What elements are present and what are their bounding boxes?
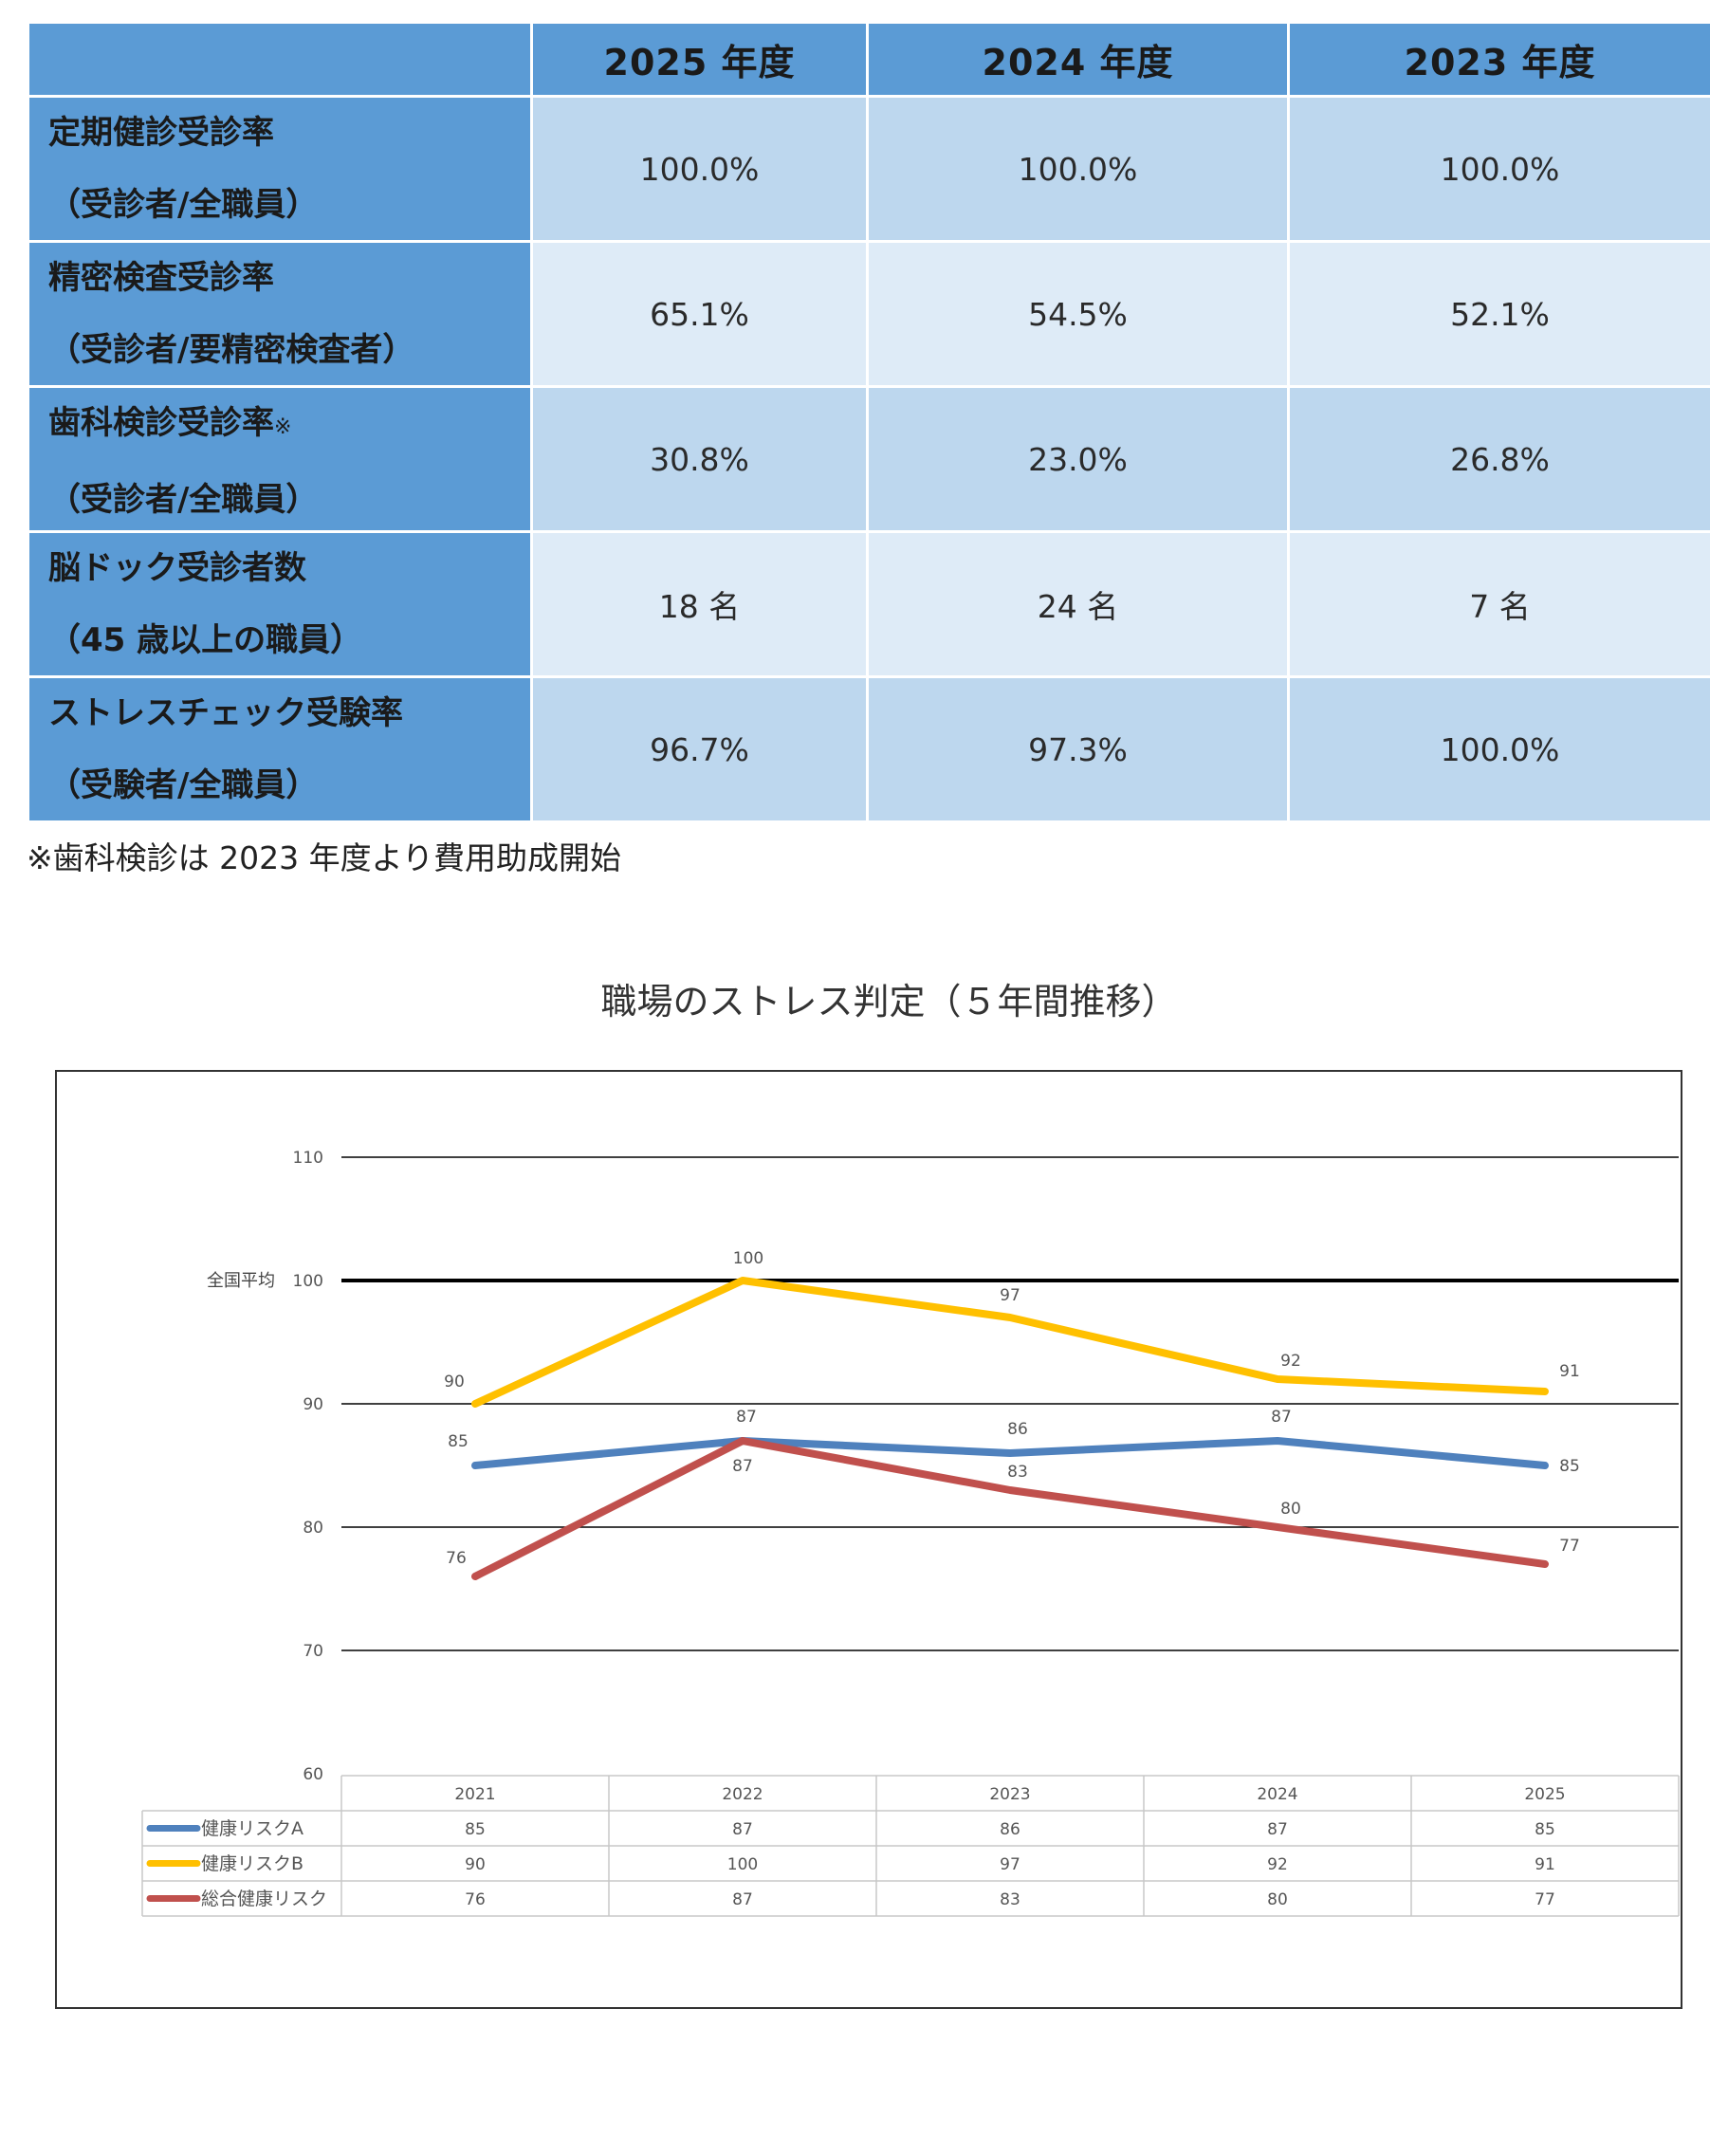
data-label: 87 [732,1457,753,1476]
y-tick-label: 110 [293,1149,323,1168]
series-line [471,1437,1549,1469]
table-value: 87 [732,1890,753,1909]
table-value: 100 [727,1855,758,1874]
footnote: ※歯科検診は 2023 年度より費用助成開始 [27,839,621,876]
row-label-main: ストレスチェック受験率 [48,694,403,732]
table-cell: 52.1% [1287,240,1713,388]
table-value: 86 [1000,1820,1020,1839]
row-label: 定期健診受診率 （受診者/全職員） [27,95,533,243]
table-row: 定期健診受診率 （受診者/全職員） 100.0% 100.0% 100.0% [27,95,1713,243]
table-cell: 100.0% [530,95,869,243]
row-label-sub: （45 歳以上の職員） [48,621,363,659]
row-label: ストレスチェック受験率 （受験者/全職員） [27,675,533,823]
table-cell: 18 名 [530,530,869,678]
y-tick-label: 80 [303,1519,323,1538]
data-label: 92 [1280,1352,1301,1371]
table-cell: 30.8% [530,385,869,533]
x-category-label: 2023 [989,1785,1030,1804]
table-value: 87 [732,1820,753,1839]
y-tick-label: 70 [303,1642,323,1661]
table-value: 92 [1267,1855,1288,1874]
data-label: 77 [1559,1537,1580,1556]
x-category-label: 2025 [1524,1785,1565,1804]
data-label: 86 [1007,1420,1028,1439]
table-value: 87 [1267,1820,1288,1839]
header-year-2024: 2024 年度 [866,21,1290,98]
table-row: 歯科検診受診率※ （受診者/全職員） 30.8% 23.0% 26.8% [27,385,1713,533]
row-label-main: 定期健診受診率 [48,114,274,152]
data-label: 80 [1280,1500,1301,1519]
header-year-2025: 2025 年度 [530,21,869,98]
table-value: 90 [465,1855,486,1874]
table-cell: 96.7% [530,675,869,823]
row-label-sub: （受診者/要精密検査者） [48,331,415,369]
table-value: 97 [1000,1855,1020,1874]
table-row: ストレスチェック受験率 （受験者/全職員） 96.7% 97.3% 100.0% [27,675,1713,823]
legend-entry: 健康リスクA [201,1818,303,1839]
table-cell: 100.0% [866,95,1290,243]
table-value: 83 [1000,1890,1020,1909]
y-tick-label: 100 [293,1272,323,1291]
table-value: 77 [1535,1890,1555,1909]
data-label: 87 [736,1408,757,1427]
y-tick-label: 60 [303,1765,323,1784]
data-label: 85 [448,1432,469,1451]
data-label: 97 [1000,1286,1020,1305]
table-cell: 100.0% [1287,675,1713,823]
row-label-main: 歯科検診受診率 [48,404,274,442]
footnote-mark: ※ [274,415,292,439]
health-checkup-table: 2025 年度 2024 年度 2023 年度 定期健診受診率 （受診者/全職員… [27,21,1713,823]
chart-title: 職場のストレス判定（５年間推移） [600,981,1178,1023]
data-label: 87 [1271,1408,1292,1427]
table-cell: 100.0% [1287,95,1713,243]
table-row: 精密検査受診率 （受診者/要精密検査者） 65.1% 54.5% 52.1% [27,240,1713,388]
table-value: 91 [1535,1855,1555,1874]
y-tick-label: 90 [303,1395,323,1414]
series-line [471,1277,1549,1408]
table-header-row: 2025 年度 2024 年度 2023 年度 [27,21,1713,98]
table-cell: 23.0% [866,385,1290,533]
data-label: 76 [446,1549,467,1568]
table-cell: 97.3% [866,675,1290,823]
stress-line-chart: 60 70 80 90 100 110 全国平均 85 87 86 87 85 90 100 97 92 91 7… [141,1149,1680,1917]
legend-entry: 総合健康リスク [201,1889,327,1909]
table-value: 85 [1535,1820,1555,1839]
x-category-label: 2021 [454,1785,495,1804]
data-label: 85 [1559,1457,1580,1476]
row-label-sub: （受験者/全職員） [48,766,319,804]
table-value: 85 [465,1820,486,1839]
table-cell: 65.1% [530,240,869,388]
table-cell: 24 名 [866,530,1290,678]
row-label: 精密検査受診率 （受診者/要精密検査者） [27,240,533,388]
table-value: 80 [1267,1890,1288,1909]
header-year-2023: 2023 年度 [1287,21,1713,98]
table-cell: 7 名 [1287,530,1713,678]
x-category-label: 2022 [722,1785,763,1804]
row-label: 歯科検診受診率※ （受診者/全職員） [27,385,533,533]
data-label: 83 [1007,1463,1028,1482]
row-label-main: 脳ドック受診者数 [48,549,306,587]
header-corner-cell [27,21,533,98]
data-label: 91 [1559,1362,1580,1381]
chart-frame: 60 70 80 90 100 110 全国平均 85 87 86 87 85 90 100 97 92 91 7… [55,1070,1682,2009]
row-label-main: 精密検査受診率 [48,259,274,297]
table-value: 76 [465,1890,486,1909]
series-line [471,1437,1549,1580]
x-category-label: 2024 [1257,1785,1297,1804]
table-cell: 54.5% [866,240,1290,388]
data-label: 90 [444,1373,465,1391]
row-label-sub: （受診者/全職員） [48,481,319,519]
row-label: 脳ドック受診者数 （45 歳以上の職員） [27,530,533,678]
reference-line-label: 全国平均 [207,1271,275,1291]
table-cell: 26.8% [1287,385,1713,533]
table-row: 脳ドック受診者数 （45 歳以上の職員） 18 名 24 名 7 名 [27,530,1713,678]
data-label: 100 [733,1249,763,1268]
row-label-sub: （受診者/全職員） [48,186,319,224]
legend-entry: 健康リスクB [201,1853,303,1874]
